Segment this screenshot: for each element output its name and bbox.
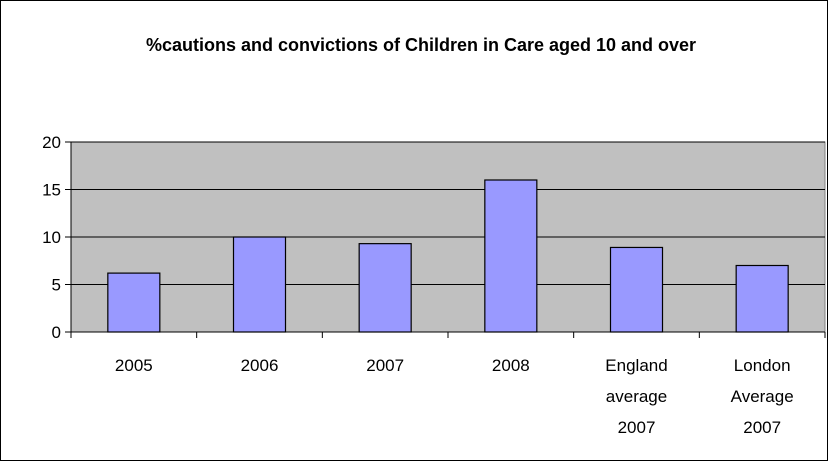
x-tick-label: Average bbox=[731, 387, 794, 406]
y-tick-label: 20 bbox=[42, 133, 61, 152]
bar bbox=[484, 179, 538, 333]
y-tick-label: 0 bbox=[52, 323, 61, 342]
x-tick-label: average bbox=[606, 387, 667, 406]
x-tick-label: 2008 bbox=[492, 356, 530, 375]
x-tick-label: 2007 bbox=[618, 418, 656, 437]
bar bbox=[107, 272, 161, 333]
y-tick-label: 15 bbox=[42, 181, 61, 200]
bar bbox=[358, 243, 412, 333]
x-tick-label: London bbox=[734, 356, 791, 375]
bar bbox=[232, 236, 287, 333]
chart-title: %cautions and convictions of Children in… bbox=[145, 35, 697, 55]
x-tick-label: 2006 bbox=[241, 356, 279, 375]
y-tick-label: 10 bbox=[42, 228, 61, 247]
x-tick-label: 2005 bbox=[115, 356, 153, 375]
bar bbox=[609, 246, 664, 333]
y-tick-label: 5 bbox=[52, 276, 61, 295]
bar bbox=[735, 264, 789, 333]
tick-labels: 0 5 10 15 20 2005 2006 2007 2008 England average 20… bbox=[42, 133, 794, 437]
x-tick-label: England bbox=[605, 356, 667, 375]
x-tick-label: 2007 bbox=[743, 418, 781, 437]
axes bbox=[65, 141, 826, 338]
x-tick-label: 2007 bbox=[366, 356, 404, 375]
gridlines bbox=[71, 141, 825, 285]
